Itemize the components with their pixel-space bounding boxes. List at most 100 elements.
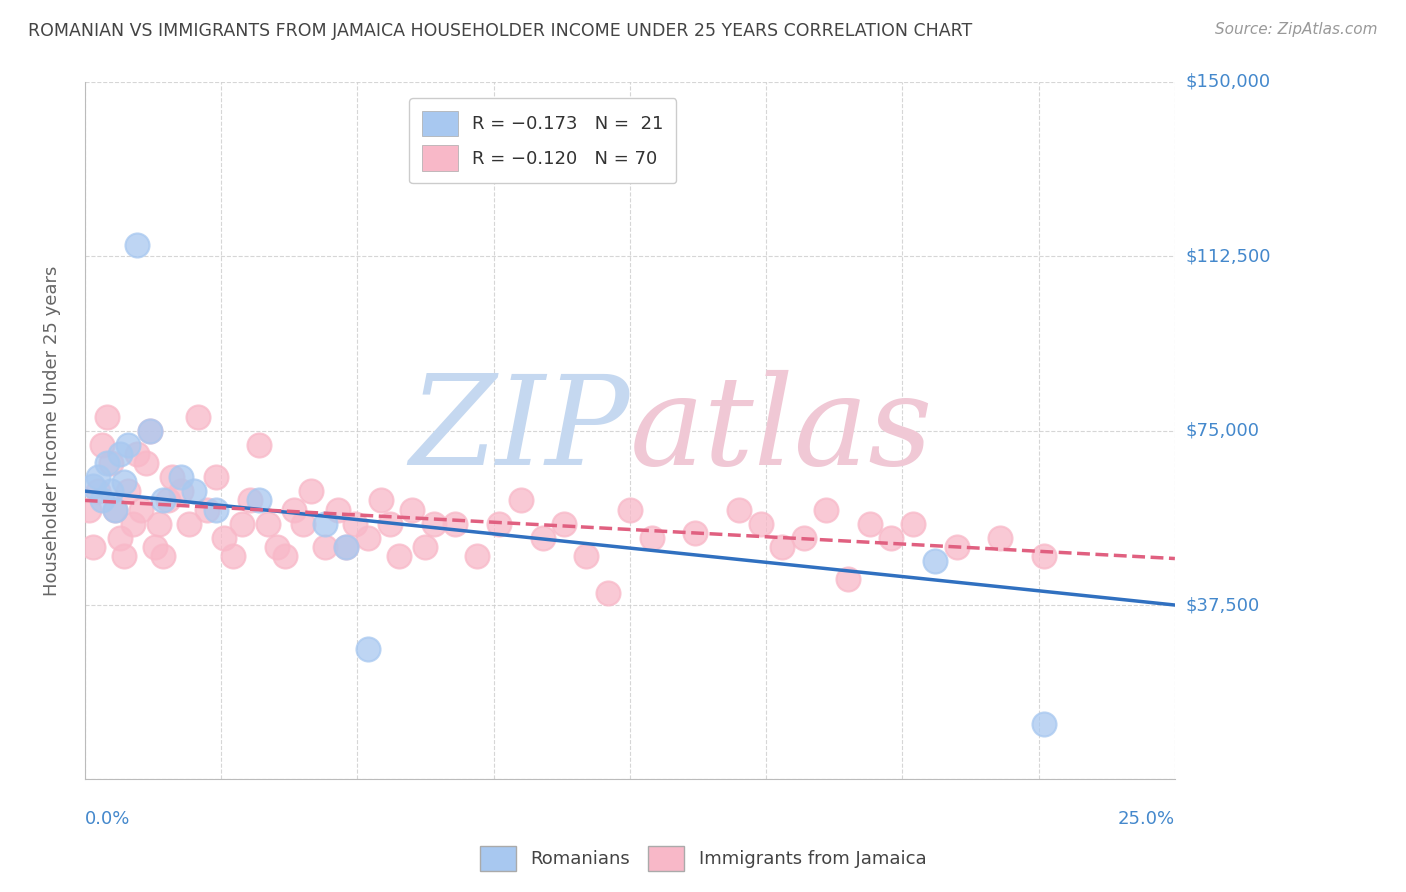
Text: 25.0%: 25.0% bbox=[1118, 810, 1175, 828]
Point bbox=[156, 493, 179, 508]
Point bbox=[815, 502, 838, 516]
Point bbox=[770, 540, 793, 554]
Point bbox=[291, 516, 314, 531]
Point bbox=[990, 531, 1012, 545]
Point bbox=[139, 424, 162, 438]
Point bbox=[1033, 549, 1056, 564]
Point bbox=[509, 493, 531, 508]
Point bbox=[314, 516, 336, 531]
Point bbox=[214, 531, 236, 545]
Point bbox=[575, 549, 598, 564]
Point bbox=[160, 470, 183, 484]
Point bbox=[100, 456, 122, 470]
Point bbox=[91, 493, 114, 508]
Text: $150,000: $150,000 bbox=[1187, 73, 1271, 91]
Point bbox=[357, 531, 380, 545]
Point bbox=[859, 516, 882, 531]
Point bbox=[179, 516, 201, 531]
Point bbox=[903, 516, 925, 531]
Point bbox=[370, 493, 392, 508]
Text: ZIP: ZIP bbox=[409, 370, 630, 491]
Y-axis label: Householder Income Under 25 years: Householder Income Under 25 years bbox=[44, 266, 60, 596]
Point bbox=[619, 502, 641, 516]
Point bbox=[131, 502, 153, 516]
Point bbox=[152, 549, 174, 564]
Point bbox=[104, 502, 127, 516]
Point bbox=[257, 516, 280, 531]
Text: 0.0%: 0.0% bbox=[84, 810, 131, 828]
Point bbox=[187, 409, 209, 424]
Point bbox=[247, 437, 270, 451]
Point bbox=[880, 531, 903, 545]
Point bbox=[301, 484, 323, 499]
Point bbox=[749, 516, 772, 531]
Point bbox=[488, 516, 510, 531]
Point bbox=[87, 484, 110, 499]
Point bbox=[231, 516, 253, 531]
Point bbox=[125, 447, 148, 461]
Point bbox=[793, 531, 815, 545]
Point bbox=[100, 484, 122, 499]
Point bbox=[87, 470, 110, 484]
Point bbox=[139, 424, 162, 438]
Point bbox=[152, 493, 174, 508]
Point bbox=[82, 479, 104, 493]
Point bbox=[91, 437, 114, 451]
Point bbox=[169, 470, 191, 484]
Point bbox=[204, 502, 226, 516]
Point bbox=[640, 531, 662, 545]
Point bbox=[444, 516, 467, 531]
Point bbox=[117, 437, 139, 451]
Point bbox=[148, 516, 170, 531]
Point bbox=[96, 409, 118, 424]
Text: $37,500: $37,500 bbox=[1187, 596, 1260, 614]
Point bbox=[924, 554, 946, 568]
Point bbox=[96, 456, 118, 470]
Point bbox=[314, 540, 336, 554]
Point bbox=[553, 516, 575, 531]
Point bbox=[121, 516, 143, 531]
Text: ROMANIAN VS IMMIGRANTS FROM JAMAICA HOUSEHOLDER INCOME UNDER 25 YEARS CORRELATIO: ROMANIAN VS IMMIGRANTS FROM JAMAICA HOUS… bbox=[28, 22, 973, 40]
Point bbox=[335, 540, 357, 554]
Point bbox=[82, 540, 104, 554]
Point bbox=[117, 484, 139, 499]
Point bbox=[222, 549, 245, 564]
Point bbox=[596, 586, 619, 600]
Point bbox=[104, 502, 127, 516]
Point bbox=[388, 549, 411, 564]
Point bbox=[77, 502, 100, 516]
Point bbox=[357, 642, 380, 657]
Point bbox=[727, 502, 749, 516]
Text: atlas: atlas bbox=[630, 370, 934, 491]
Point bbox=[465, 549, 488, 564]
Point bbox=[283, 502, 305, 516]
Point bbox=[422, 516, 444, 531]
Point bbox=[108, 447, 131, 461]
Point bbox=[204, 470, 226, 484]
Point bbox=[344, 516, 367, 531]
Point bbox=[531, 531, 554, 545]
Point bbox=[169, 484, 191, 499]
Point bbox=[837, 573, 859, 587]
Point bbox=[143, 540, 166, 554]
Point bbox=[266, 540, 288, 554]
Point bbox=[195, 502, 218, 516]
Point bbox=[183, 484, 205, 499]
Point bbox=[1033, 716, 1056, 731]
Point bbox=[326, 502, 349, 516]
Point bbox=[239, 493, 262, 508]
Text: $75,000: $75,000 bbox=[1187, 422, 1260, 440]
Point bbox=[125, 237, 148, 252]
Point bbox=[112, 549, 135, 564]
Point bbox=[378, 516, 401, 531]
Point bbox=[108, 531, 131, 545]
Point bbox=[946, 540, 969, 554]
Point bbox=[335, 540, 357, 554]
Point bbox=[247, 493, 270, 508]
Legend: Romanians, Immigrants from Jamaica: Romanians, Immigrants from Jamaica bbox=[472, 838, 934, 879]
Legend: R = −0.173   N =  21, R = −0.120   N = 70: R = −0.173 N = 21, R = −0.120 N = 70 bbox=[409, 98, 676, 184]
Point bbox=[112, 475, 135, 489]
Text: $112,500: $112,500 bbox=[1187, 247, 1271, 265]
Point bbox=[401, 502, 423, 516]
Point bbox=[274, 549, 297, 564]
